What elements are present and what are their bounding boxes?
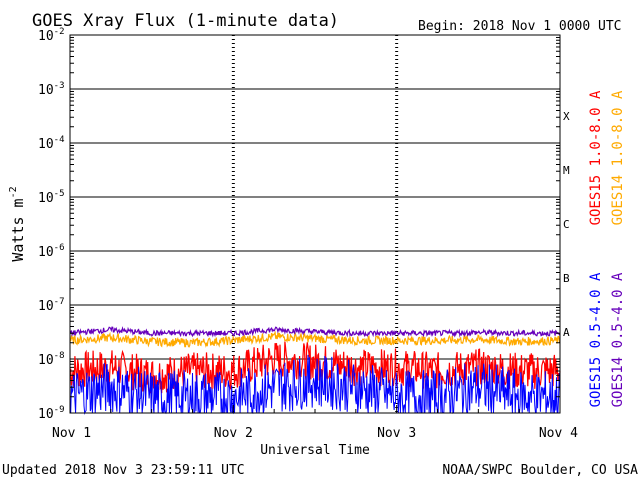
- y-tick-exponent: -6: [54, 243, 65, 253]
- y-tick-label: 10-3: [38, 81, 65, 98]
- legend: GOES15 1.0-8.0 A GOES14 1.0-8.0 A GOES15 0…: [588, 90, 626, 407]
- series-line: [69, 326, 561, 338]
- y-tick-base: 10: [38, 191, 54, 206]
- y-tick-label: 10-6: [38, 243, 65, 260]
- y-tick-base: 10: [38, 29, 54, 44]
- x-tick-label: Nov 3: [377, 426, 416, 441]
- series-layer: [69, 326, 561, 415]
- y-tick-label: 10-2: [38, 27, 65, 44]
- y-axis-label-main: Watts m: [9, 198, 27, 261]
- x-axis-ticks: Nov 1 Nov 2 Nov 3 Nov 4: [52, 405, 578, 441]
- chart-title: GOES Xray Flux (1-minute data): [32, 11, 339, 31]
- x-tick-label: Nov 1: [52, 426, 91, 441]
- y-tick-exponent: -9: [54, 405, 65, 415]
- y-tick-base: 10: [38, 137, 54, 152]
- x-tick-label: Nov 2: [214, 426, 253, 441]
- y-tick-exponent: -8: [54, 351, 65, 361]
- flare-class-label: X: [563, 110, 570, 123]
- begin-label: Begin: 2018 Nov 1 0000 UTC: [418, 19, 622, 34]
- y-tick-exponent: -3: [54, 81, 65, 91]
- flare-class-labels: X M C B A: [563, 110, 570, 339]
- legend-entry: GOES14 0.5-4.0 A: [610, 272, 626, 407]
- series-line: [69, 341, 561, 395]
- footer-updated: Updated 2018 Nov 3 23:59:11 UTC: [2, 463, 245, 478]
- y-tick-base: 10: [38, 83, 54, 98]
- y-axis-ticks: 10-210-310-410-510-610-710-810-9: [38, 27, 560, 422]
- y-tick-label: 10-5: [38, 189, 65, 206]
- y-tick-base: 10: [38, 245, 54, 260]
- x-axis-label: Universal Time: [260, 443, 370, 458]
- flare-class-label: M: [563, 164, 570, 177]
- y-tick-exponent: -7: [54, 297, 65, 307]
- y-tick-base: 10: [38, 407, 54, 422]
- y-tick-exponent: -2: [54, 27, 65, 37]
- y-axis-label-exp: -2: [8, 186, 19, 198]
- plot-frame: [69, 34, 561, 414]
- x-tick-label: Nov 4: [539, 426, 578, 441]
- series-line: [69, 354, 561, 415]
- y-tick-exponent: -4: [54, 135, 65, 145]
- y-tick-label: 10-9: [38, 405, 65, 422]
- legend-entry: GOES14 1.0-8.0 A: [610, 90, 626, 225]
- y-tick-base: 10: [38, 299, 54, 314]
- footer-credit: NOAA/SWPC Boulder, CO USA: [442, 463, 638, 478]
- y-tick-exponent: -5: [54, 189, 65, 199]
- flare-class-label: A: [563, 326, 570, 339]
- legend-entry: GOES15 0.5-4.0 A: [588, 272, 604, 407]
- y-axis-label: Watts m-2: [8, 186, 27, 261]
- flare-class-label: C: [563, 218, 570, 231]
- y-tick-label: 10-4: [38, 135, 65, 152]
- y-tick-label: 10-8: [38, 351, 65, 368]
- y-tick-base: 10: [38, 353, 54, 368]
- flare-class-label: B: [563, 272, 570, 285]
- y-tick-label: 10-7: [38, 297, 65, 314]
- legend-entry: GOES15 1.0-8.0 A: [588, 90, 604, 225]
- series-line: [69, 330, 561, 348]
